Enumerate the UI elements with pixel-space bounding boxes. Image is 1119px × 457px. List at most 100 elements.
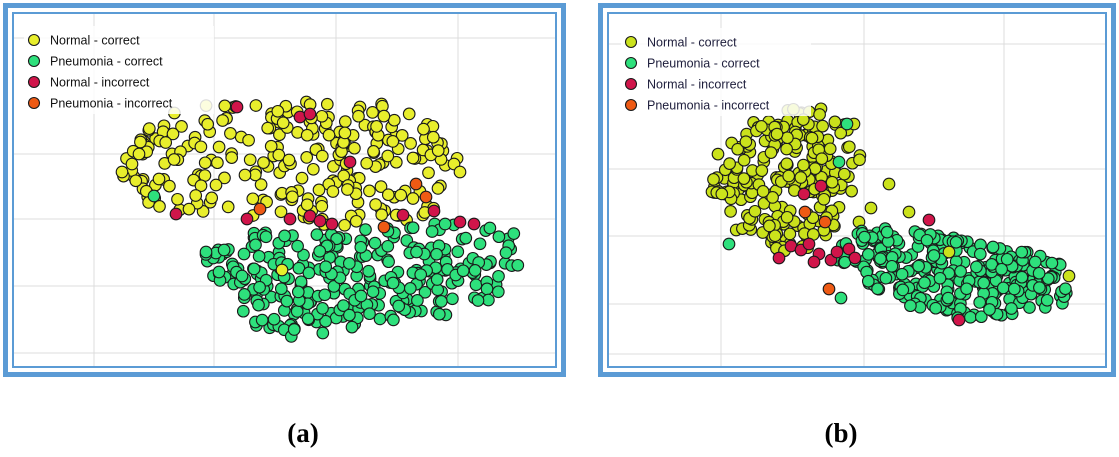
point-normal-correct	[825, 175, 839, 189]
point-normal-correct	[406, 192, 420, 205]
legend-background	[621, 28, 811, 116]
point-normal-correct	[780, 142, 793, 156]
point-normal-correct	[394, 188, 408, 202]
point-pneumonia-correct	[895, 267, 909, 281]
point-normal-correct	[370, 120, 383, 133]
point-pneumonia-correct	[480, 282, 494, 296]
point-pneumonia-correct	[896, 283, 910, 297]
point-normal-correct	[153, 200, 166, 213]
legend-label: Normal - incorrect	[647, 78, 747, 92]
point-normal-incorrect	[283, 212, 297, 226]
point-normal-correct	[715, 187, 729, 201]
point-normal-correct	[782, 169, 796, 183]
point-normal-correct	[300, 128, 314, 142]
point-normal-correct	[348, 141, 361, 155]
point-normal-correct	[221, 200, 235, 214]
legend-label: Pneumonia - correct	[647, 57, 760, 71]
point-pneumonia-correct	[456, 264, 470, 278]
point-normal-correct	[300, 198, 314, 212]
point-normal-correct	[242, 133, 255, 147]
point-normal-incorrect	[303, 107, 317, 121]
point-normal-correct	[797, 158, 810, 172]
point-normal-correct	[249, 99, 263, 112]
point-normal-correct	[163, 179, 176, 193]
point-normal-incorrect	[842, 242, 856, 256]
point-pneumonia-correct	[974, 310, 988, 324]
point-pneumonia-correct	[1023, 301, 1036, 314]
point-normal-correct	[224, 127, 237, 140]
point-normal-correct	[770, 127, 784, 141]
point-normal-correct	[386, 135, 400, 148]
point-normal-correct	[363, 184, 376, 198]
point-normal-correct	[366, 106, 379, 119]
point-pneumonia-incorrect	[419, 190, 433, 204]
point-normal-correct	[264, 139, 278, 153]
point-normal-correct	[254, 178, 268, 191]
point-normal-correct	[285, 190, 299, 204]
point-normal-correct	[780, 210, 794, 224]
point-normal-correct	[902, 205, 916, 219]
point-pneumonia-correct	[392, 299, 406, 313]
point-pneumonia-correct	[1059, 282, 1072, 296]
panel-b: Normal - correct Pneumonia - correct Norma…	[598, 3, 1116, 377]
legend: Normal - correct Pneumonia - correct Norma…	[24, 26, 214, 114]
point-pneumonia-correct	[237, 247, 251, 261]
point-normal-correct	[737, 172, 751, 185]
point-normal-correct	[755, 164, 769, 177]
point-pneumonia-correct	[954, 265, 967, 278]
point-pneumonia-correct	[949, 235, 963, 249]
point-normal-correct	[431, 182, 445, 195]
point-pneumonia-correct	[1028, 255, 1042, 269]
point-pneumonia-correct	[1015, 270, 1029, 284]
point-normal-correct	[813, 108, 826, 121]
point-normal-correct	[823, 142, 837, 156]
point-normal-correct	[171, 192, 184, 206]
point-pneumonia-correct	[1033, 281, 1046, 294]
point-pneumonia-correct	[995, 262, 1008, 276]
point-pneumonia-correct	[722, 237, 736, 251]
point-pneumonia-incorrect	[822, 282, 836, 296]
point-normal-correct	[731, 142, 745, 156]
point-normal-correct	[453, 165, 467, 179]
point-normal-correct	[402, 107, 416, 121]
point-normal-incorrect	[325, 217, 339, 231]
point-pneumonia-correct	[381, 239, 395, 253]
point-pneumonia-correct	[386, 276, 400, 290]
point-normal-correct	[367, 145, 380, 158]
point-normal-incorrect	[453, 215, 467, 229]
legend-swatch	[27, 33, 41, 47]
point-normal-correct	[132, 147, 146, 161]
point-pneumonia-correct	[280, 294, 294, 308]
point-pneumonia-correct	[918, 276, 931, 290]
point-normal-incorrect	[396, 208, 410, 222]
point-normal-correct	[755, 120, 768, 133]
point-pneumonia-correct	[432, 307, 446, 321]
point-normal-correct	[404, 137, 417, 150]
point-pneumonia-correct	[927, 249, 941, 262]
point-normal-correct	[238, 168, 252, 182]
point-normal-correct	[374, 180, 388, 193]
point-normal-correct	[815, 152, 829, 166]
point-pneumonia-correct	[874, 252, 887, 266]
point-normal-correct	[194, 179, 208, 193]
point-normal-incorrect	[807, 255, 821, 269]
point-pneumonia-correct	[885, 259, 899, 273]
point-normal-correct	[764, 146, 778, 159]
point-normal-correct	[853, 153, 866, 167]
point-normal-correct	[707, 173, 720, 186]
point-pneumonia-correct	[418, 285, 432, 299]
point-normal-correct	[422, 166, 435, 180]
plot-area-a: Normal - correct Pneumonia - correct Norma…	[12, 12, 557, 368]
point-normal-correct	[381, 149, 395, 163]
point-pneumonia-correct	[363, 307, 376, 321]
point-normal-correct	[320, 97, 334, 111]
point-pneumonia-correct	[1040, 293, 1054, 307]
point-pneumonia-correct	[1045, 256, 1059, 270]
point-pneumonia-correct	[316, 326, 330, 340]
point-pneumonia-correct	[337, 299, 350, 312]
point-pneumonia-correct	[511, 258, 525, 272]
point-pneumonia-correct	[834, 291, 848, 305]
point-normal-incorrect	[313, 214, 327, 228]
point-normal-correct	[167, 153, 181, 166]
point-pneumonia-correct	[302, 266, 316, 280]
